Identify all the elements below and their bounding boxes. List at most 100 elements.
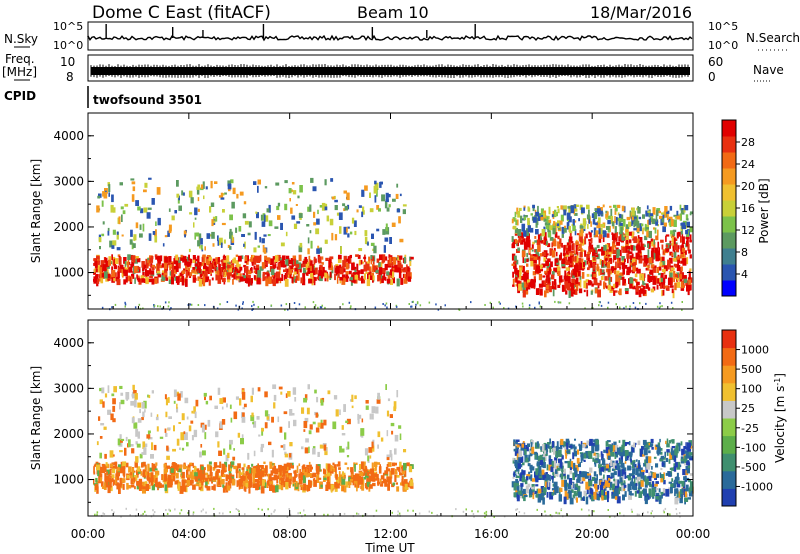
echo-cell [656, 209, 659, 217]
echo-cell [334, 481, 338, 488]
echo-cell [670, 219, 674, 227]
echo-cell [513, 443, 515, 446]
echo-cell [589, 242, 592, 249]
echo-cell [569, 252, 573, 256]
echo-cell [302, 464, 306, 468]
echo-cell [381, 268, 386, 274]
echo-cell [133, 390, 137, 394]
echo-cell [613, 255, 617, 261]
echo-cell [631, 444, 636, 448]
echo-cell [391, 222, 396, 227]
echo-cell [677, 245, 680, 250]
echo-cell [124, 447, 127, 456]
echo-cell [284, 203, 288, 211]
echo-cell [221, 277, 226, 283]
echo-cell [211, 231, 215, 239]
echo-cell [673, 251, 677, 260]
echo-cell [286, 462, 290, 467]
echo-cell [229, 214, 233, 221]
echo-cell [282, 470, 286, 477]
echo-cell [678, 443, 681, 452]
echo-cell [272, 485, 277, 493]
echo-cell [660, 478, 663, 483]
echo-cell [684, 450, 689, 454]
echo-cell [554, 247, 556, 252]
echo-cell [511, 236, 514, 242]
echo-cell [568, 265, 573, 268]
echo-cell [194, 232, 196, 240]
echo-cell [247, 452, 250, 460]
echo-cell [218, 195, 222, 198]
echo-cell [630, 460, 635, 465]
echo-cell [565, 247, 569, 256]
echo-cell [595, 230, 599, 235]
echo-cell [309, 278, 313, 284]
echo-cell [133, 236, 136, 241]
echo-cell [374, 306, 377, 309]
echo-cell [147, 394, 149, 398]
echo-cell [517, 234, 520, 238]
echo-cell [541, 263, 546, 268]
echo-cell [673, 466, 677, 472]
echo-cell [388, 204, 391, 208]
echo-cell [573, 450, 577, 457]
echo-cell [643, 255, 648, 261]
echo-cell [686, 257, 689, 265]
echo-cell [130, 229, 133, 237]
echo-cell [175, 276, 180, 284]
echo-cell [162, 243, 165, 247]
echo-cell [629, 210, 632, 219]
echo-cell [384, 200, 388, 209]
echo-cell [635, 459, 638, 462]
echo-cell [157, 274, 162, 278]
echo-cell [222, 255, 227, 260]
echo-cell [266, 416, 270, 420]
echo-cell [211, 219, 214, 227]
echo-cell [134, 463, 138, 468]
echo-cell [183, 268, 186, 272]
echo-cell [592, 249, 596, 257]
echo-cell [331, 232, 334, 241]
echo-cell [132, 186, 136, 192]
echo-cell [241, 416, 246, 423]
echo-cell [266, 484, 268, 488]
echo-cell [325, 463, 328, 470]
echo-cell [610, 215, 614, 224]
echo-cell [601, 247, 605, 255]
echo-cell [309, 464, 312, 472]
echo-cell [662, 226, 666, 233]
echo-cell [142, 486, 146, 490]
echo-cell [148, 394, 151, 399]
echo-cell [261, 479, 265, 486]
echo-cell [382, 478, 387, 481]
echo-cell [536, 239, 541, 245]
echo-cell [603, 474, 605, 479]
echo-cell [642, 283, 646, 286]
echo-cell [636, 281, 640, 286]
echo-cell [291, 182, 295, 185]
echo-cell [151, 198, 155, 205]
echo-cell [647, 249, 650, 258]
echo-cell [679, 267, 683, 275]
echo-cell [149, 275, 153, 279]
echo-cell [621, 256, 625, 261]
echo-cell [556, 441, 559, 447]
echo-cell [368, 447, 373, 453]
echo-cell [154, 468, 158, 471]
echo-cell [104, 464, 107, 471]
echo-cell [642, 471, 645, 476]
echo-cell [533, 276, 536, 282]
echo-cell [131, 417, 135, 424]
freq-tick-bottom: 8 [66, 70, 74, 84]
echo-cell [293, 419, 297, 427]
echo-cell [537, 488, 542, 494]
echo-cell [511, 253, 516, 261]
echo-cell [554, 300, 556, 303]
echo-cell [516, 444, 520, 448]
echo-cell [256, 277, 261, 285]
echo-cell [586, 289, 589, 297]
echo-cell [646, 229, 649, 238]
nsearch-tick-bottom: 10^0 [708, 39, 738, 52]
echo-cell [302, 475, 306, 484]
y-tick-label: 1000 [53, 266, 84, 280]
